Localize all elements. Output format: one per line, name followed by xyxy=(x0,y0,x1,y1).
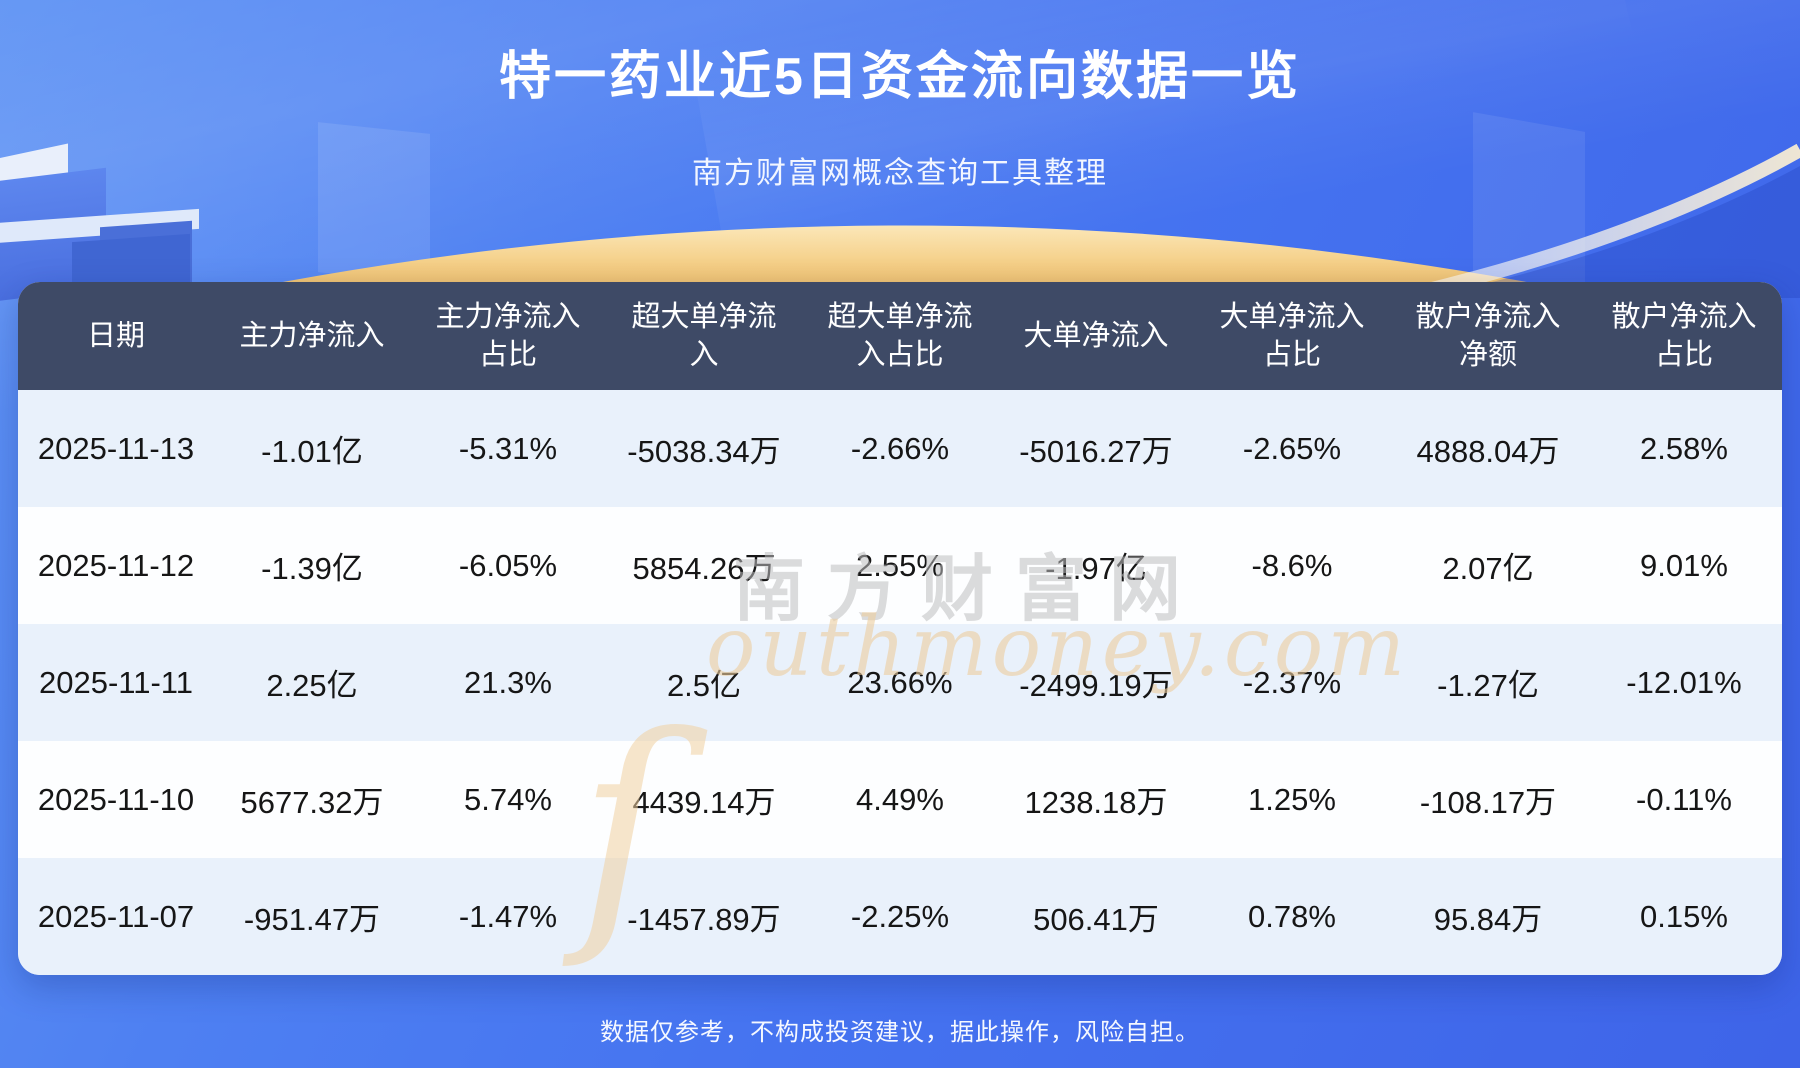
table-cell: -2.37% xyxy=(1242,664,1342,700)
column-header-6: 大单净流入占比 xyxy=(1219,301,1365,371)
table-cell: 21.3% xyxy=(464,664,552,700)
table-cell: -1.39亿 xyxy=(261,551,363,586)
table-row: 2025-11-12 -1.39亿 -6.05% 5854.26万 2.55% -1.97… xyxy=(18,507,1782,624)
table-cell: -2.25% xyxy=(850,898,950,934)
table-cell: 2025-11-07 xyxy=(37,898,195,934)
column-header-1: 主力净流入 xyxy=(239,320,385,352)
table-row: 2025-11-11 2.25亿 21.3% 2.5亿 23.66% -2499.19万 -… xyxy=(18,624,1782,741)
table-cell: 2.25亿 xyxy=(266,668,358,703)
table-row: 2025-11-10 5677.32万 5.74% 4439.14万 4.49% 1238… xyxy=(18,741,1782,858)
column-header-7: 散户净流入净额 xyxy=(1415,301,1561,371)
table-cell: 506.41万 xyxy=(1033,902,1159,937)
fund-flow-table: 日期 主力净流入 主力净流入占比 超大单净流入 超大单净流入占比 大单净流入 大单净流入占比… xyxy=(18,282,1782,975)
hero-header: 特一药业近5日资金流向数据一览 南方财富网概念查询工具整理 xyxy=(0,0,1800,192)
table-cell: 2025-11-12 xyxy=(37,547,195,583)
table-cell: -5.31% xyxy=(458,430,558,466)
column-header-2: 主力净流入占比 xyxy=(435,301,581,371)
table-cell: -1.47% xyxy=(458,898,558,934)
table-row: 2025-11-07 -951.47万 -1.47% -1457.89万 -2.25% 5… xyxy=(18,858,1782,975)
table-cell: 1238.18万 xyxy=(1024,785,1168,820)
table-cell: -2.65% xyxy=(1242,430,1342,466)
table-cell: -1.01亿 xyxy=(261,434,363,469)
table-cell: 23.66% xyxy=(847,664,953,700)
table-cell: 5.74% xyxy=(464,781,552,817)
page-title: 特一药业近5日资金流向数据一览 xyxy=(499,48,1301,106)
table-cell: 4439.14万 xyxy=(632,785,776,820)
column-header-8: 散户净流入占比 xyxy=(1611,301,1757,371)
podium-block xyxy=(0,208,199,244)
table-cell: -1.97亿 xyxy=(1045,551,1147,586)
table-cell: 0.78% xyxy=(1248,898,1336,934)
table-cell: 2.07亿 xyxy=(1442,551,1534,586)
table-header-row: 日期 主力净流入 主力净流入占比 超大单净流入 超大单净流入占比 大单净流入 大单净流入占比… xyxy=(18,282,1782,390)
page-subtitle: 南方财富网概念查询工具整理 xyxy=(692,157,1108,190)
table-cell: 2025-11-13 xyxy=(37,430,195,466)
table-cell: -2.66% xyxy=(850,430,950,466)
table-cell: 2.5亿 xyxy=(666,668,742,703)
column-header-0: 日期 xyxy=(86,320,145,352)
table-cell: 1.25% xyxy=(1248,781,1336,817)
table-body: 2025-11-13 -1.01亿 -5.31% -5038.34万 -2.66% -50… xyxy=(18,390,1782,975)
column-header-3: 超大单净流入 xyxy=(631,301,777,371)
table-cell: 2025-11-11 xyxy=(39,664,193,700)
table-cell: -6.05% xyxy=(458,547,558,583)
table-cell: -8.6% xyxy=(1251,547,1333,583)
podium-block xyxy=(122,236,170,274)
table-cell: 95.84万 xyxy=(1433,902,1543,937)
table-cell: 2.58% xyxy=(1640,430,1728,466)
table-cell: 5677.32万 xyxy=(240,785,384,820)
table-row: 2025-11-13 -1.01亿 -5.31% -5038.34万 -2.66% -50… xyxy=(18,390,1782,507)
table-cell: 4888.04万 xyxy=(1416,434,1560,469)
table-cell: -5016.27万 xyxy=(1019,434,1173,469)
column-header-4: 超大单净流入占比 xyxy=(827,301,973,371)
table-cell: -2499.19万 xyxy=(1019,668,1173,703)
table-cell: -5038.34万 xyxy=(627,434,781,469)
table-cell: -0.11% xyxy=(1636,781,1732,817)
table-cell: -1457.89万 xyxy=(627,902,781,937)
table-cell: 2.55% xyxy=(856,547,944,583)
table-cell: 4.49% xyxy=(856,781,944,817)
table-cell: -12.01% xyxy=(1626,664,1742,700)
table-cell: -1.27亿 xyxy=(1437,668,1539,703)
column-header-5: 大单净流入 xyxy=(1023,320,1169,352)
table-cell: 2025-11-10 xyxy=(37,781,195,817)
table-cell: 9.01% xyxy=(1640,547,1728,583)
table-cell: 0.15% xyxy=(1640,898,1728,934)
table-cell: -951.47万 xyxy=(243,902,381,937)
disclaimer-text: 数据仅参考，不构成投资建议，据此操作，风险自担。 xyxy=(600,1019,1200,1046)
table-cell: 5854.26万 xyxy=(632,551,776,586)
table-cell: -108.17万 xyxy=(1419,785,1557,820)
